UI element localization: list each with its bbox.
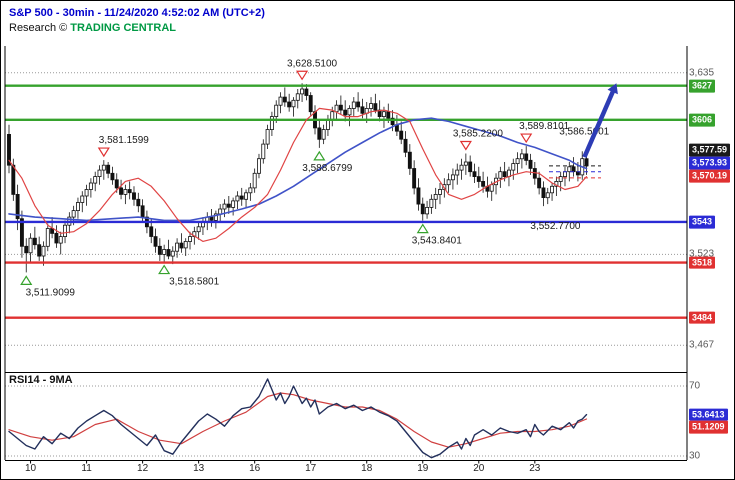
price-axis: 3,635 3,523 3,467 3627 3606 3543 3518 3484 3,577… [689, 1, 734, 479]
peak-marker-icon [520, 133, 533, 144]
rsi-line [8, 378, 588, 459]
peak-marker-icon [97, 147, 110, 158]
axis-value-label: 70 [689, 380, 701, 392]
axis-value-label: 30 [689, 450, 701, 462]
annotation-label: 3,543.8401 [412, 236, 462, 247]
axis-price-tag: 51.1209 [689, 420, 728, 434]
chart-title: S&P 500 - 30min - 11/24/2020 4:52:02 AM … [9, 7, 265, 19]
annotation-label: 3,511.9099 [26, 287, 76, 298]
forecast-arrow-head [607, 83, 618, 95]
axis-value-label: 3,467 [689, 339, 715, 351]
axis-value-label: 3,523 [689, 248, 715, 260]
annotation-label: 3,581.1599 [99, 135, 149, 146]
trough-marker-icon [20, 275, 33, 285]
annotation-label: 3,589.8101 [519, 121, 569, 132]
axis-price-tag: 3518 [689, 256, 716, 269]
annotation-label: 3,585.2200 [453, 128, 503, 139]
axis-price-tag: 3,577.59 [689, 143, 731, 157]
chart-header: S&P 500 - 30min - 11/24/2020 4:52:02 AM … [9, 6, 265, 37]
brand-name: TRADING CENTRAL [70, 22, 177, 35]
axis-price-tag: 3627 [689, 79, 716, 93]
rsi-ma-line [8, 392, 588, 448]
annotation-label: 3,586.5601 [559, 126, 609, 137]
trough-marker-icon [416, 223, 429, 234]
candlestick-series [7, 83, 589, 273]
forecast-arrow-shaft [582, 89, 616, 158]
rsi-panel-label: RSI14 - 9MA [9, 374, 73, 386]
trough-marker-icon [158, 264, 171, 275]
research-line: Research © TRADING CENTRAL [9, 21, 265, 36]
axis-price-tag: 3606 [689, 113, 716, 127]
annotation-label: 3,552.7700 [530, 221, 580, 232]
axis-price-tag: 3,573.93 [689, 156, 731, 170]
axis-price-tag: 3484 [689, 311, 716, 325]
annotation-label: 3,518.5801 [169, 277, 219, 288]
ma-fast-line [8, 107, 588, 242]
axis-price-tag: 53.6413 [689, 408, 728, 421]
trough-marker-icon [313, 150, 326, 161]
peak-marker-icon [295, 70, 309, 81]
peak-marker-icon [459, 140, 472, 151]
annotation-label: 3,628.5100 [287, 58, 337, 69]
annotation-label: 3,588.6799 [302, 163, 352, 174]
axis-value-label: 3,635 [689, 67, 715, 79]
axis-price-tag: 3543 [689, 215, 716, 229]
research-label: Research © [9, 22, 71, 35]
axis-price-tag: 3,570.19 [689, 169, 731, 183]
ma-slow-line [8, 117, 588, 222]
